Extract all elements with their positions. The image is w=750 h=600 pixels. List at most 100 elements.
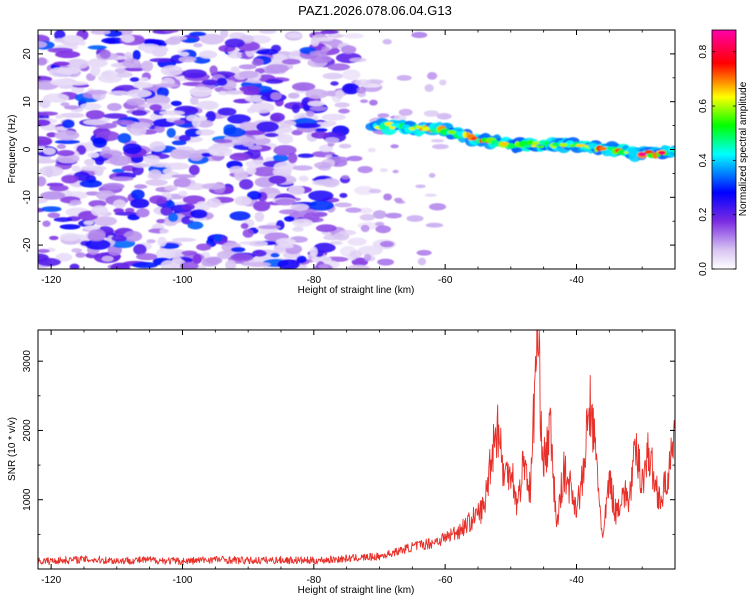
spectrogram-noise-blob: [270, 252, 280, 258]
spectrogram-noise-blob: [136, 253, 158, 261]
spectrogram-noise-blob: [46, 132, 57, 138]
spectrogram-noise-blob: [71, 165, 81, 172]
snr-y-tick-label: 3000: [22, 350, 33, 373]
spectrogram-noise-blob: [189, 31, 207, 37]
snr-plot: -120 -100 -80 -60 -40 1000 2000 3000 Height of…: [7, 329, 676, 596]
spectrogram-noise-blob: [431, 144, 449, 150]
spectrogram-noise-blob: [101, 70, 117, 80]
colorbar-tick-label: 0.0: [698, 262, 709, 276]
spectrogram-noise-blob: [87, 45, 107, 50]
spectrogram-noise-blob: [398, 108, 413, 116]
spectrogram-y-tick-label: -20: [22, 237, 33, 252]
spectrogram-noise-blob: [224, 38, 245, 48]
spectrogram-y-ticks: -20 -10 0 10 20: [22, 29, 675, 270]
spectrogram-track-blob: [644, 150, 654, 155]
spectrogram-noise-blob: [379, 168, 388, 173]
spectrogram-noise-blob: [189, 96, 199, 105]
spectrogram-noise-blob: [320, 30, 339, 35]
spectrogram-noise-blob: [49, 235, 59, 241]
spectrogram-noise-blob: [54, 130, 80, 141]
spectrogram-noise-blobs: [38, 30, 452, 269]
spectrogram-noise-blob: [173, 119, 186, 125]
spectrogram-noise-blob: [60, 233, 81, 242]
spectrogram-noise-blob: [247, 190, 262, 200]
spectrogram-noise-blob: [238, 64, 257, 70]
spectrogram-noise-blob: [59, 224, 81, 230]
snr-x-tick-label: -100: [172, 575, 192, 586]
spectrogram-noise-blob: [239, 179, 254, 190]
spectrogram-noise-blob: [313, 127, 328, 133]
colorbar-tick-label: 0.2: [698, 207, 709, 221]
spectrogram-noise-blob: [338, 143, 352, 149]
spectrogram-noise-blob: [111, 235, 127, 242]
spectrogram-noise-blob: [288, 92, 300, 99]
spectrogram-noise-blob: [90, 30, 111, 35]
spectrogram-noise-blob: [83, 225, 101, 231]
spectrogram-noise-blob: [38, 258, 61, 267]
spectrogram-noise-blob: [308, 190, 334, 202]
spectrogram-noise-blob: [178, 190, 188, 197]
spectrogram-noise-blob: [423, 110, 439, 117]
colorbar-ticks: 0.0 0.2 0.4 0.6 0.8: [698, 44, 736, 276]
spectrogram-noise-blob: [153, 45, 169, 53]
spectrogram-noise-blob: [342, 83, 360, 95]
spectrogram-noise-blob: [284, 216, 295, 222]
spectrogram-noise-blob: [157, 236, 167, 247]
spectrogram-noise-blob: [309, 106, 328, 111]
spectrogram-noise-blob: [297, 153, 314, 158]
spectrogram-noise-blob: [156, 86, 169, 98]
spectrogram-noise-blob: [250, 102, 275, 114]
spectrogram-noise-blob: [117, 133, 132, 144]
spectrogram-noise-blob: [264, 132, 279, 138]
spectrogram-noise-blob: [259, 30, 277, 34]
spectrogram-noise-blob: [136, 208, 150, 218]
spectrogram-noise-blob: [132, 81, 147, 89]
spectrogram-noise-blob: [126, 98, 146, 106]
spectrogram-noise-blob: [43, 147, 56, 155]
spectrogram-noise-blob: [170, 100, 182, 107]
spectrogram-noise-blob: [110, 262, 131, 269]
spectrogram-noise-blob: [254, 211, 265, 222]
spectrogram-noise-blob: [273, 245, 287, 254]
spectrogram-noise-blob: [292, 218, 313, 227]
spectrogram-noise-blob: [38, 57, 48, 66]
spectrogram-noise-blob: [242, 229, 254, 238]
spectrogram-noise-blob: [357, 166, 373, 174]
spectrogram-noise-blob: [163, 30, 179, 33]
spectrogram-noise-blob: [311, 256, 332, 264]
spectrogram-noise-blob: [38, 41, 47, 48]
spectrogram-noise-blob: [275, 220, 285, 231]
spectrogram-noise-blob: [430, 139, 445, 143]
spectrogram-noise-blob: [411, 31, 428, 39]
spectrogram-noise-blob: [154, 83, 180, 88]
spectrogram-noise-blob: [223, 127, 246, 138]
spectrogram-noise-blob: [191, 117, 201, 128]
spectrogram-noise-blob: [321, 178, 340, 188]
spectrogram-noise-blob: [132, 163, 151, 168]
spectrogram-noise-blob: [298, 264, 308, 269]
spectrogram-noise-blob: [178, 134, 191, 142]
spectrogram-noise-blob: [356, 86, 367, 94]
spectrogram-noise-blob: [295, 123, 321, 129]
spectrogram-noise-blob: [160, 260, 177, 269]
spectrogram-noise-blob: [122, 58, 141, 69]
spectrogram-noise-blob: [245, 166, 257, 175]
colorbar-tick-label: 0.4: [698, 153, 709, 167]
spectrogram-y-tick-label: -10: [22, 190, 33, 205]
spectrogram-noise-blob: [209, 65, 218, 75]
spectrogram-noise-blob: [424, 84, 434, 92]
spectrogram-noise-blob: [199, 33, 225, 45]
spectrogram-noise-blob: [71, 86, 85, 94]
snr-y-ticks: 1000 2000 3000: [22, 350, 675, 535]
spectrogram-noise-blob: [85, 110, 105, 120]
spectrogram-noise-blob: [436, 113, 452, 120]
spectrogram-noise-blob: [85, 239, 111, 250]
spectrogram-noise-blob: [84, 158, 95, 166]
spectrogram-noise-blob: [183, 37, 198, 43]
spectrogram-noise-blob: [80, 165, 107, 172]
spectrogram-noise-blob: [291, 103, 300, 114]
spectrogram-noise-blob: [338, 108, 350, 114]
spectrogram-noise-blob: [159, 228, 169, 234]
spectrogram-noise-blob: [41, 206, 62, 213]
spectrogram-track-peak: [657, 150, 666, 155]
